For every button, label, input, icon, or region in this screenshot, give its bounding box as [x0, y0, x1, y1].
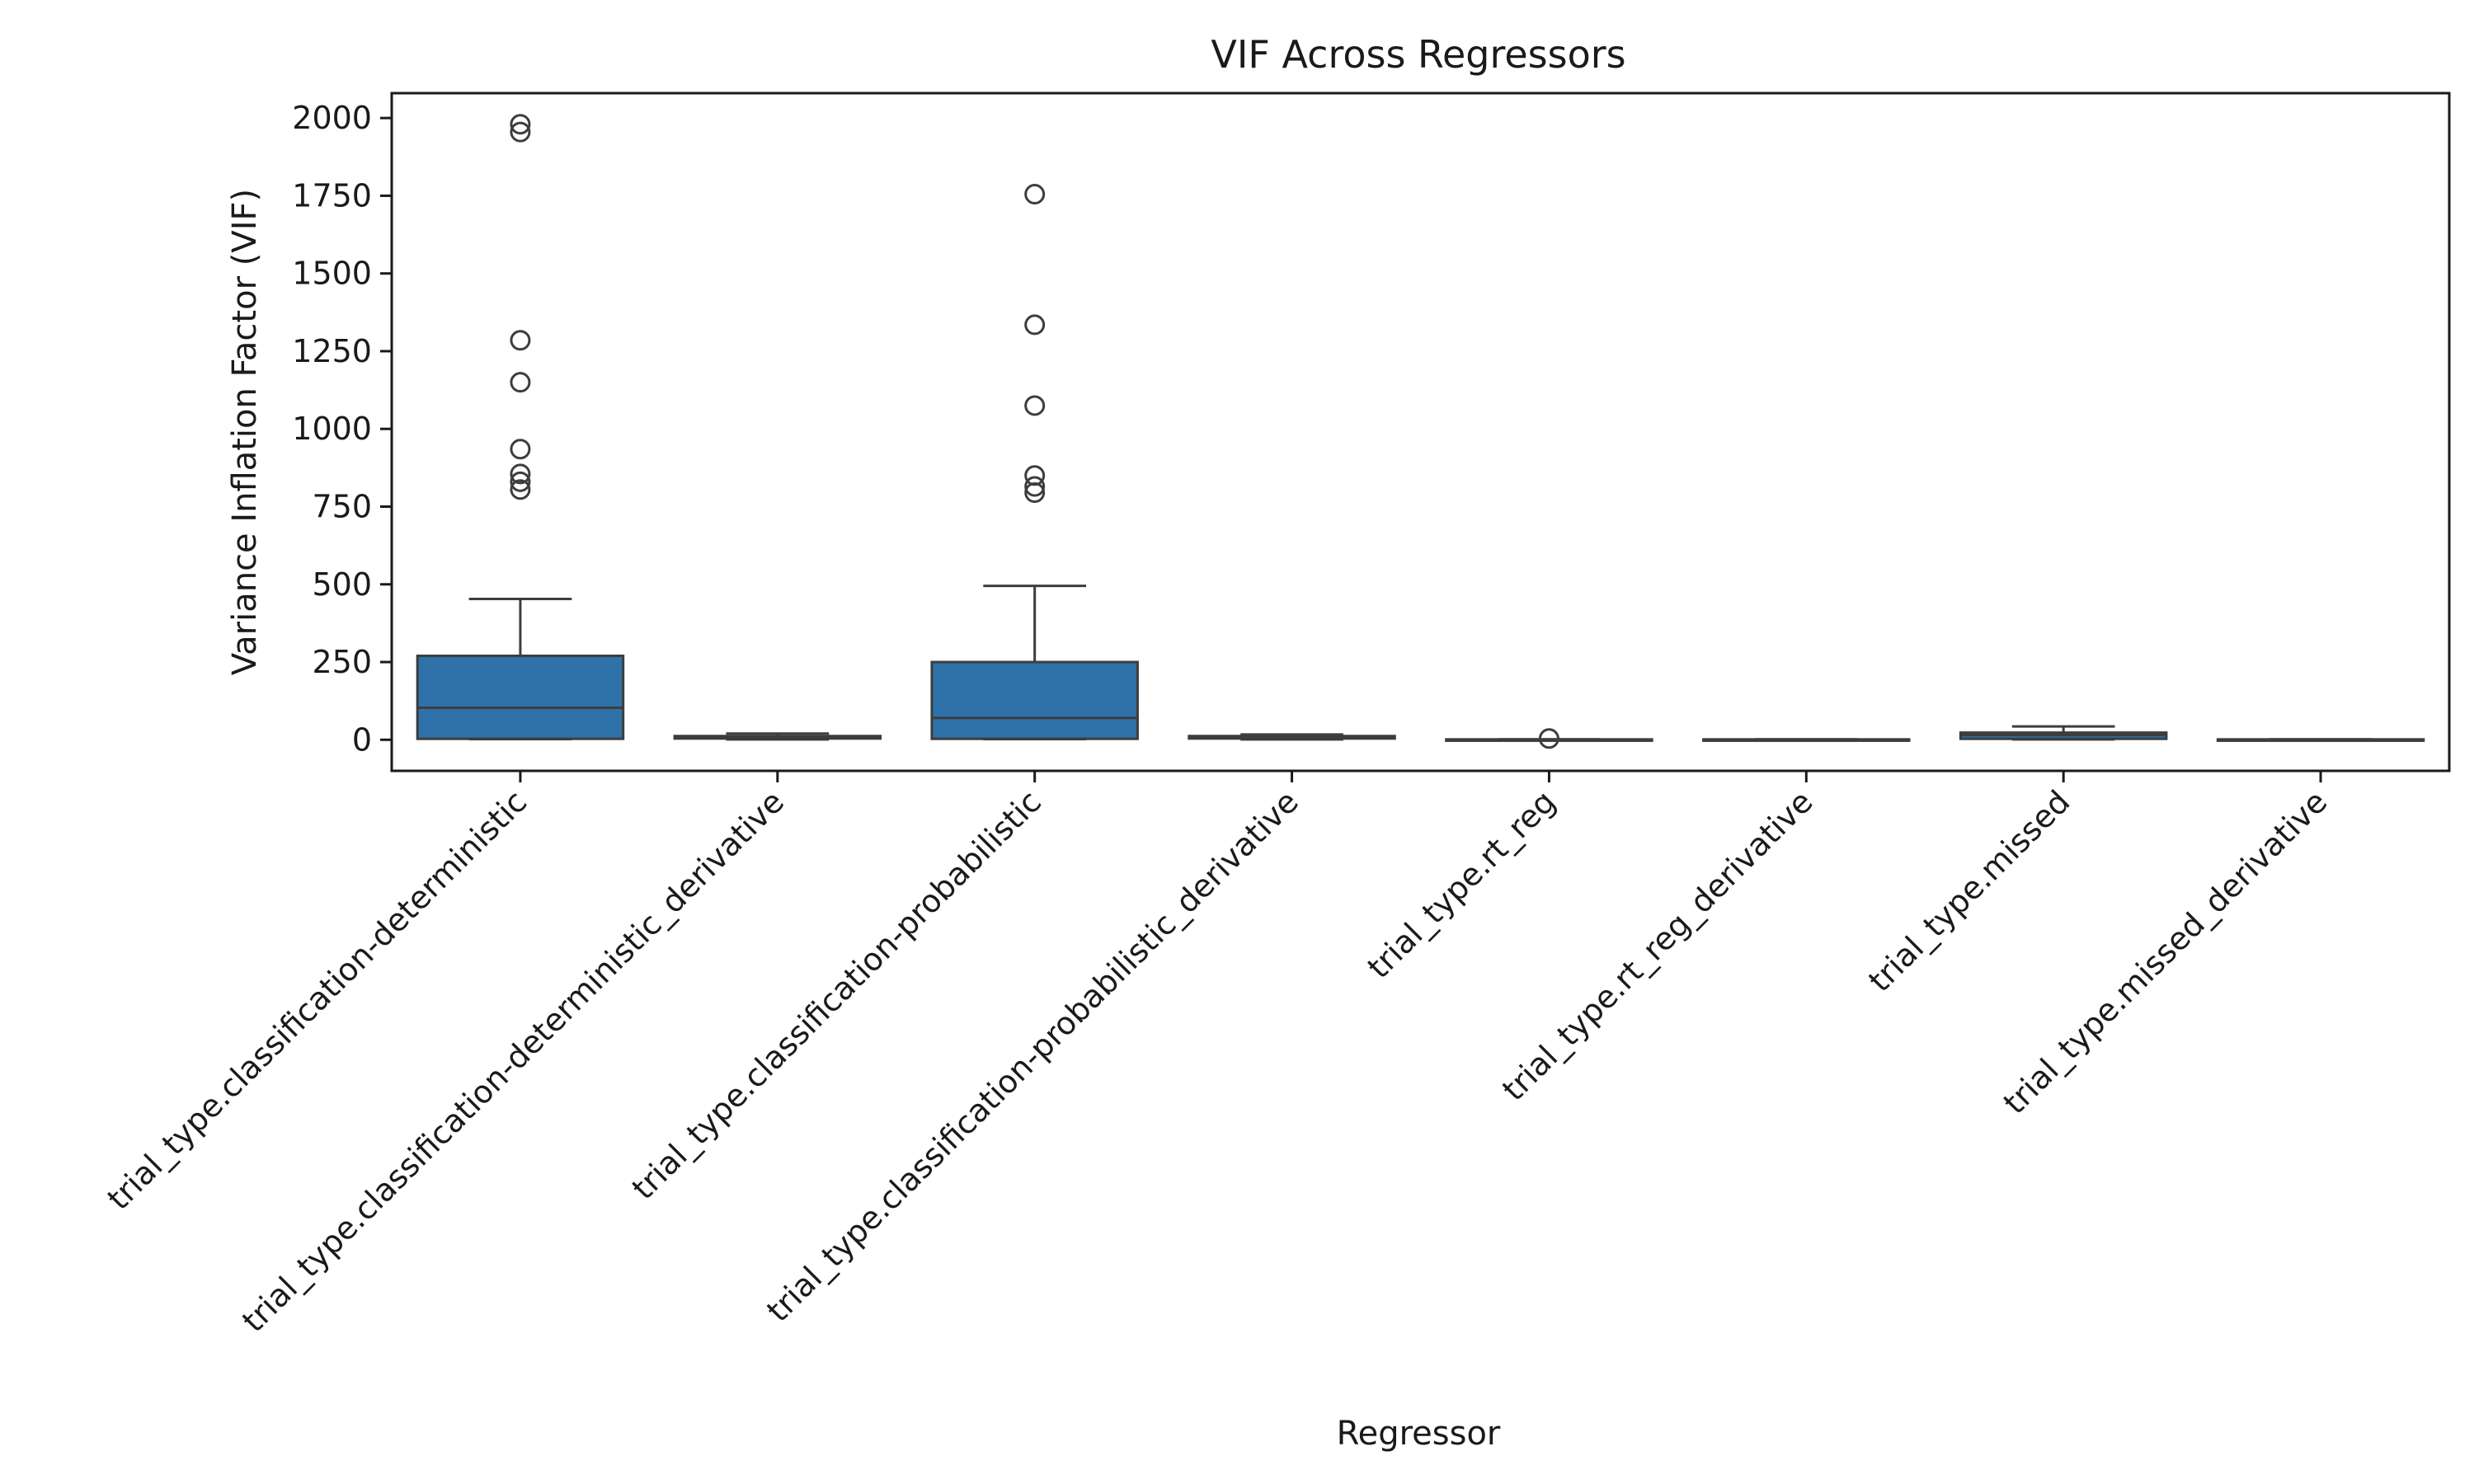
outlier-point [510, 330, 531, 351]
outlier-point [510, 121, 531, 143]
y-tick-label: 1000 [292, 411, 372, 447]
outlier-point [1538, 728, 1559, 749]
outlier-point [510, 439, 531, 460]
y-tick-label: 250 [312, 644, 372, 680]
box-group [2216, 738, 2425, 742]
outlier-point [510, 463, 531, 485]
outlier-point [1024, 184, 1046, 205]
box-group [1188, 733, 1396, 741]
outlier-point [1024, 476, 1046, 497]
y-tick-label: 1750 [292, 177, 372, 214]
y-tick-label: 750 [312, 488, 372, 524]
plot-area [416, 114, 2425, 749]
box-group [930, 184, 1139, 741]
chart-title: VIF Across Regressors [1211, 32, 1625, 77]
box-group [1702, 738, 1911, 742]
y-axis-label: Variance Inflation Factor (VIF) [226, 189, 264, 675]
y-axis: 0 250 500 750 1000 1250 1500 1750 2000 [292, 100, 392, 758]
box-group [673, 732, 882, 741]
outlier-point [1024, 395, 1046, 416]
outlier-point [510, 479, 531, 500]
outlier-point [510, 114, 531, 135]
y-tick-label: 500 [312, 566, 372, 603]
x-axis-label: Regressor [1337, 1415, 1501, 1453]
outlier-point [1024, 482, 1046, 504]
outlier-point [510, 372, 531, 393]
box-group [416, 114, 625, 741]
iqr-box [416, 654, 625, 740]
plot-frame [390, 92, 2451, 773]
y-tick-label: 0 [352, 721, 372, 758]
box-group [1445, 728, 1653, 749]
y-tick-label: 2000 [292, 100, 372, 136]
outlier-point [1024, 314, 1046, 336]
outlier-point [510, 471, 531, 492]
iqr-box [930, 660, 1139, 740]
y-tick-label: 1250 [292, 333, 372, 369]
y-tick-label: 1500 [292, 256, 372, 292]
box-group [1959, 725, 2168, 741]
